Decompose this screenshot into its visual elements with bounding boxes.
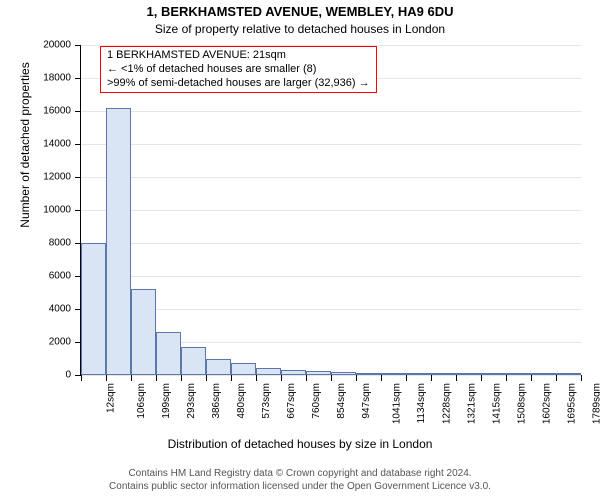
grid-line: [81, 276, 581, 277]
histogram-bar: [556, 373, 581, 375]
x-tick: [131, 375, 132, 381]
y-tick-label: 16000: [43, 106, 81, 117]
x-tick: [481, 375, 482, 381]
grid-line: [81, 177, 581, 178]
x-tick-label: 1228sqm: [442, 383, 453, 424]
y-tick-label: 8000: [49, 238, 81, 249]
x-tick: [581, 375, 582, 381]
y-tick-label: 0: [65, 370, 81, 381]
histogram-bar: [331, 372, 356, 375]
footer-line-1: Contains HM Land Registry data © Crown c…: [0, 468, 600, 481]
x-tick-label: 760sqm: [311, 383, 322, 419]
x-tick-label: 1789sqm: [592, 383, 600, 424]
y-tick-label: 18000: [43, 73, 81, 84]
histogram-bar: [206, 359, 231, 376]
y-tick-label: 6000: [49, 271, 81, 282]
info-line-2: ← <1% of detached houses are smaller (8): [107, 63, 370, 77]
x-tick: [81, 375, 82, 381]
x-tick-label: 947sqm: [361, 383, 372, 419]
x-tick-label: 1134sqm: [416, 383, 427, 423]
histogram-bar: [156, 332, 181, 375]
histogram-bar: [281, 370, 306, 375]
x-tick: [431, 375, 432, 381]
histogram-bar: [456, 373, 481, 375]
info-line-1: 1 BERKHAMSTED AVENUE: 21sqm: [107, 49, 370, 63]
x-axis-label: Distribution of detached houses by size …: [0, 437, 600, 451]
histogram-bar: [506, 373, 531, 375]
histogram-bar: [381, 373, 406, 375]
grid-line: [81, 243, 581, 244]
info-box: 1 BERKHAMSTED AVENUE: 21sqm ← <1% of det…: [100, 46, 377, 93]
x-tick: [331, 375, 332, 381]
page-title: 1, BERKHAMSTED AVENUE, WEMBLEY, HA9 6DU: [0, 4, 600, 19]
x-tick: [381, 375, 382, 381]
histogram-bar: [106, 108, 131, 375]
y-tick-label: 14000: [43, 139, 81, 150]
x-tick-label: 199sqm: [161, 383, 172, 419]
footer: Contains HM Land Registry data © Crown c…: [0, 468, 600, 493]
histogram-bar: [306, 371, 331, 375]
grid-line: [81, 210, 581, 211]
x-tick: [156, 375, 157, 381]
histogram-bar: [131, 289, 156, 375]
x-tick: [406, 375, 407, 381]
x-tick-label: 1415sqm: [492, 383, 503, 424]
x-tick-label: 386sqm: [211, 383, 222, 419]
y-tick-label: 4000: [49, 304, 81, 315]
x-tick-label: 12sqm: [106, 383, 117, 413]
grid-line: [81, 111, 581, 112]
histogram-bar: [531, 373, 556, 375]
x-tick-label: 1041sqm: [392, 383, 403, 424]
x-tick: [531, 375, 532, 381]
histogram-bar: [181, 347, 206, 375]
x-tick: [256, 375, 257, 381]
x-tick: [231, 375, 232, 381]
x-tick: [456, 375, 457, 381]
histogram-bar: [431, 373, 456, 375]
x-tick-label: 667sqm: [286, 383, 297, 419]
y-tick-label: 12000: [43, 172, 81, 183]
histogram-bar: [481, 373, 506, 375]
x-tick-label: 480sqm: [236, 383, 247, 419]
y-tick-label: 20000: [43, 40, 81, 51]
info-line-3: >99% of semi-detached houses are larger …: [107, 77, 370, 91]
x-tick-label: 1695sqm: [567, 383, 578, 424]
x-tick-label: 854sqm: [336, 383, 347, 419]
x-tick-label: 106sqm: [136, 383, 147, 419]
x-tick-label: 573sqm: [261, 383, 272, 419]
y-tick-label: 2000: [49, 337, 81, 348]
x-tick: [356, 375, 357, 381]
x-tick-label: 1602sqm: [542, 383, 553, 424]
y-tick-label: 10000: [43, 205, 81, 216]
chart-container: 1, BERKHAMSTED AVENUE, WEMBLEY, HA9 6DU …: [0, 0, 600, 500]
x-tick: [506, 375, 507, 381]
x-tick: [181, 375, 182, 381]
x-tick: [306, 375, 307, 381]
histogram-bar: [231, 363, 256, 375]
x-tick-label: 293sqm: [186, 383, 197, 419]
x-tick: [281, 375, 282, 381]
x-tick: [556, 375, 557, 381]
x-tick-label: 1321sqm: [467, 383, 478, 424]
plot-area: 0200040006000800010000120001400016000180…: [80, 45, 581, 376]
x-tick: [206, 375, 207, 381]
y-axis-label: Number of detached properties: [18, 0, 32, 310]
grid-line: [81, 309, 581, 310]
histogram-bar: [406, 373, 431, 375]
grid-line: [81, 144, 581, 145]
x-tick-label: 1508sqm: [517, 383, 528, 424]
histogram-bar: [256, 368, 281, 375]
histogram-bar: [356, 373, 381, 375]
page-subtitle: Size of property relative to detached ho…: [0, 22, 600, 36]
x-tick: [106, 375, 107, 381]
histogram-bar: [81, 243, 106, 375]
footer-line-2: Contains public sector information licen…: [0, 481, 600, 494]
